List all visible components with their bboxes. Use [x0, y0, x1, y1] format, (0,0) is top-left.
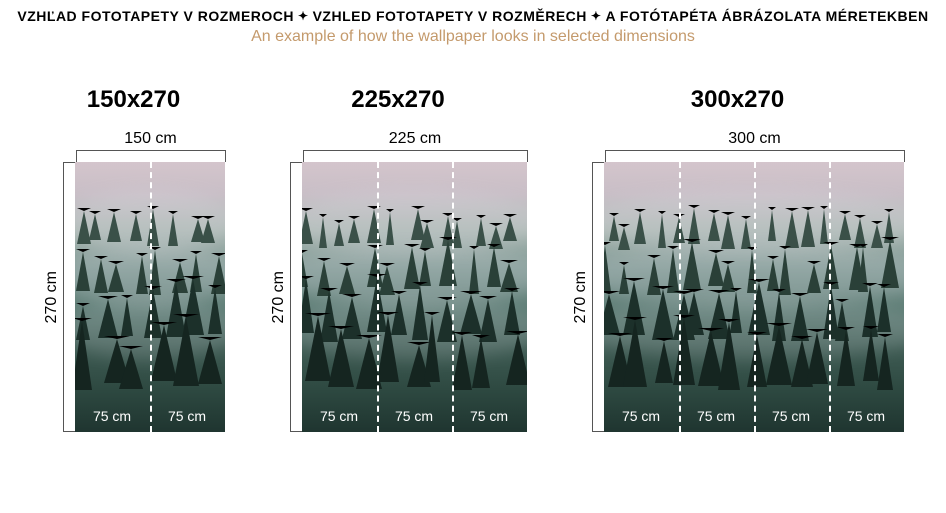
header: VZHĽAD FOTOTAPETY V ROZMEROCH ✦ VZHLED F… [0, 0, 946, 46]
width-label: 150 cm [124, 130, 176, 148]
header-seg-1: VZHĽAD FOTOTAPETY V ROZMEROCH [17, 8, 294, 24]
strip-labels: 75 cm75 cm [75, 408, 225, 424]
header-subtitle: An example of how the wallpaper looks in… [0, 28, 946, 46]
strip-divider [150, 162, 152, 432]
width-label: 300 cm [728, 130, 780, 148]
width-measure: 225 cm [303, 130, 528, 162]
strip-label: 75 cm [604, 408, 679, 424]
height-bracket [592, 162, 604, 432]
height-measure: 270 cm [572, 162, 604, 432]
wallpaper-preview: 75 cm75 cm [75, 162, 225, 432]
header-multilang: VZHĽAD FOTOTAPETY V ROZMEROCH ✦ VZHLED F… [0, 8, 946, 24]
width-measure: 150 cm [76, 130, 226, 162]
size-panel: 225x270225 cm270 cm75 cm75 cm75 cm [269, 86, 528, 432]
strip-labels: 75 cm75 cm75 cm75 cm [604, 408, 904, 424]
height-label: 270 cm [572, 271, 590, 323]
wallpaper-preview: 75 cm75 cm75 cm [302, 162, 527, 432]
height-label: 270 cm [270, 271, 288, 323]
strip-label: 75 cm [377, 408, 452, 424]
sparkle-icon: ✦ [298, 9, 309, 23]
panel-title: 150x270 [87, 86, 180, 114]
header-seg-2: VZHLED FOTOTAPETY V ROZMĚRECH [313, 8, 587, 24]
strip-label: 75 cm [679, 408, 754, 424]
width-bracket [303, 150, 528, 162]
panel-title: 300x270 [691, 86, 784, 114]
panel-title: 225x270 [351, 86, 444, 114]
header-seg-3: A FOTÓTAPÉTA ÁBRÁZOLATA MÉRETEKBEN [605, 8, 928, 24]
height-label: 270 cm [43, 271, 61, 323]
size-panel: 300x270300 cm270 cm75 cm75 cm75 cm75 cm [571, 86, 905, 432]
size-panel: 150x270 150 cm 270 cm 75 cm75 cm [42, 86, 226, 432]
strip-divider [754, 162, 756, 432]
strip-labels: 75 cm75 cm75 cm [302, 408, 527, 424]
width-label: 225 cm [389, 130, 441, 148]
strip-label: 75 cm [452, 408, 527, 424]
strip-divider [452, 162, 454, 432]
strip-label: 75 cm [75, 408, 150, 424]
strip-divider [377, 162, 379, 432]
strip-label: 75 cm [302, 408, 377, 424]
width-measure: 300 cm [605, 130, 905, 162]
panel-body: 270 cm75 cm75 cm75 cm [270, 162, 527, 432]
strip-label: 75 cm [754, 408, 829, 424]
panel-body: 270 cm 75 cm75 cm [43, 162, 225, 432]
height-bracket [290, 162, 302, 432]
width-bracket [76, 150, 226, 162]
strip-divider [679, 162, 681, 432]
strip-divider [829, 162, 831, 432]
panel-body: 270 cm75 cm75 cm75 cm75 cm [572, 162, 904, 432]
width-bracket [605, 150, 905, 162]
height-measure: 270 cm [270, 162, 302, 432]
sparkle-icon: ✦ [591, 9, 602, 23]
strip-label: 75 cm [829, 408, 904, 424]
height-measure: 270 cm [43, 162, 75, 432]
wallpaper-preview: 75 cm75 cm75 cm75 cm [604, 162, 904, 432]
panels-container: 150x270150 cm270 cm75 cm75 cm225x270225 … [0, 86, 946, 432]
strip-label: 75 cm [150, 408, 225, 424]
height-bracket [63, 162, 75, 432]
